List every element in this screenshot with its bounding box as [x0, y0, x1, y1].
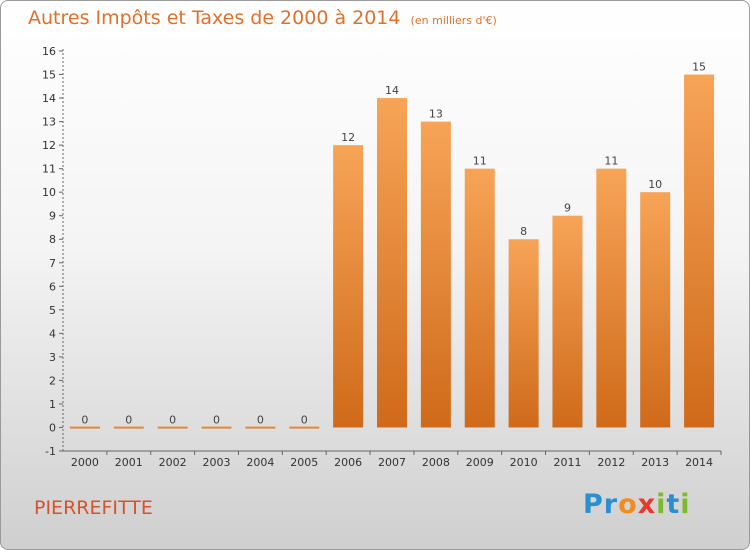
bar-2001 — [113, 426, 144, 429]
bar-value-label: 0 — [125, 413, 132, 426]
x-tick-label: 2012 — [597, 456, 625, 469]
x-tick-label: 2005 — [290, 456, 318, 469]
y-tick-label: 9 — [49, 210, 56, 223]
bar-value-label: 11 — [604, 155, 618, 168]
y-tick-label: 1 — [49, 398, 56, 411]
bar-2003 — [201, 426, 232, 429]
x-tick-label: 2008 — [422, 456, 450, 469]
bar-value-label: 10 — [648, 178, 662, 191]
x-tick-label: 2004 — [246, 456, 274, 469]
bar-2012 — [596, 168, 627, 428]
x-tick-label: 2010 — [510, 456, 538, 469]
x-tick-label: 2002 — [159, 456, 187, 469]
x-tick-label: 2006 — [334, 456, 362, 469]
place-name: PIERREFITTE — [34, 497, 153, 519]
y-tick-label: 15 — [42, 69, 56, 82]
logo-letter: r — [603, 489, 619, 520]
y-tick-label: 14 — [42, 92, 56, 105]
bar-value-label: 0 — [169, 413, 176, 426]
y-tick-label: 13 — [42, 116, 56, 129]
bar-value-label: 13 — [429, 108, 443, 121]
bar-2005 — [289, 426, 320, 429]
logo-letter: P — [583, 489, 604, 520]
bar-value-label: 0 — [81, 413, 88, 426]
y-tick-label: 0 — [49, 421, 56, 434]
x-tick-label: 2007 — [378, 456, 406, 469]
y-tick-label: 7 — [49, 257, 56, 270]
bar-2008 — [420, 121, 451, 428]
x-tick-label: 2014 — [685, 456, 713, 469]
chart-subtitle: (en milliers d'€) — [410, 14, 497, 27]
chart-bars — [69, 74, 715, 429]
proxiti-logo: Proxiti — [583, 489, 691, 520]
bar-value-label: 8 — [520, 225, 527, 238]
logo-letter: i — [680, 489, 691, 520]
y-tick-label: 2 — [49, 374, 56, 387]
y-tick-label: 5 — [49, 304, 56, 317]
bar-2009 — [464, 168, 495, 428]
y-tick-label: 4 — [49, 327, 56, 340]
x-tick-label: 2009 — [466, 456, 494, 469]
x-tick-label: 2013 — [641, 456, 669, 469]
bar-2010 — [508, 239, 539, 428]
y-tick-label: 10 — [42, 186, 56, 199]
y-tick-label: 12 — [42, 139, 56, 152]
bar-value-label: 0 — [213, 413, 220, 426]
bar-value-label: 0 — [257, 413, 264, 426]
y-tick-label: 8 — [49, 233, 56, 246]
x-tick-label: 2011 — [553, 456, 581, 469]
chart-title: Autres Impôts et Taxes de 2000 à 2014 (e… — [28, 7, 497, 29]
y-tick-label: 16 — [42, 45, 56, 58]
bar-2006 — [333, 145, 364, 428]
y-tick-label: 11 — [42, 163, 56, 176]
bar-value-label: 11 — [473, 155, 487, 168]
bar-2002 — [157, 426, 188, 429]
logo-letter: t — [666, 489, 681, 520]
bar-value-label: 15 — [692, 61, 706, 74]
y-tick-label: -1 — [45, 445, 56, 458]
bar-2004 — [245, 426, 276, 429]
bar-2000 — [69, 426, 100, 429]
x-tick-label: 2001 — [115, 456, 143, 469]
bar-2013 — [640, 192, 671, 428]
chart-labels: 2000 0 2001 0 2002 0 2003 0 2004 0 2005 0 2006 12 2007… — [71, 61, 713, 469]
bar-2014 — [684, 74, 715, 428]
bar-value-label: 9 — [564, 202, 571, 215]
chart-title-text: Autres Impôts et Taxes de 2000 à 2014 — [28, 7, 401, 29]
bar-value-label: 12 — [341, 131, 355, 144]
x-tick-label: 2003 — [203, 456, 231, 469]
y-tick-label: 6 — [49, 280, 56, 293]
bar-value-label: 14 — [385, 84, 399, 97]
x-tick-label: 2000 — [71, 456, 99, 469]
bar-2007 — [377, 98, 407, 428]
logo-letter: x — [637, 489, 657, 520]
bar-2011 — [552, 215, 583, 428]
logo-letter: i — [656, 489, 667, 520]
bar-value-label: 0 — [301, 413, 308, 426]
logo-letter: o — [618, 489, 638, 520]
y-tick-label: 3 — [49, 351, 56, 364]
